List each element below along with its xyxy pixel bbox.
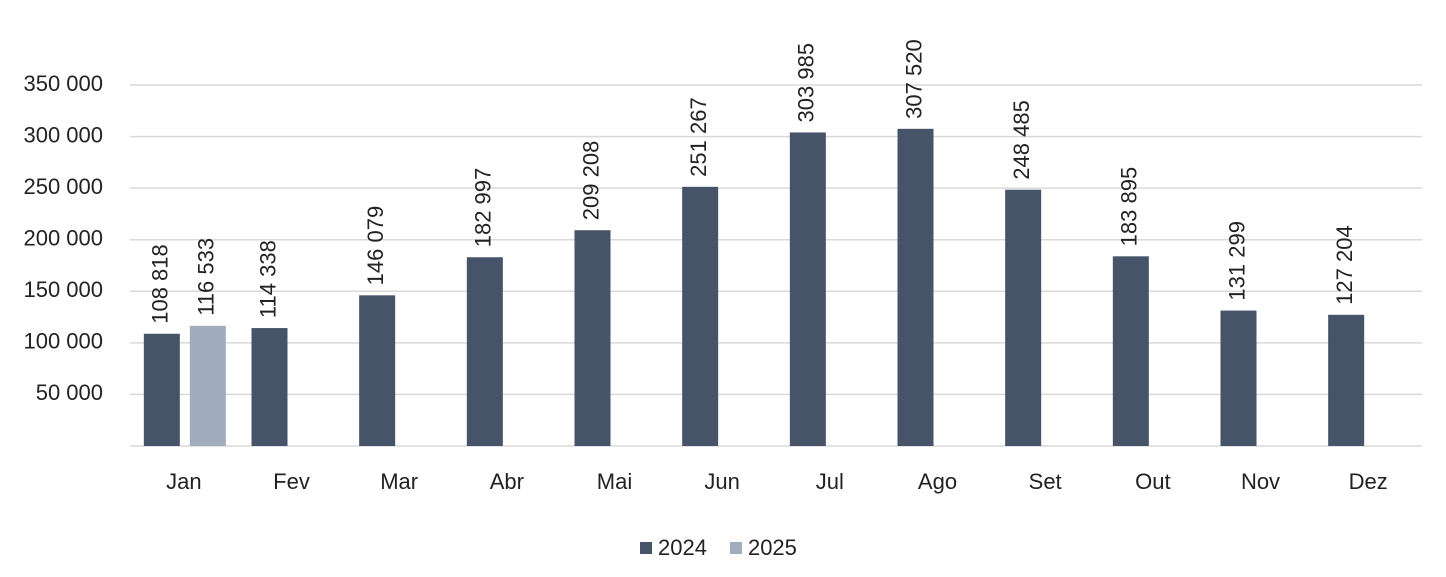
bar <box>1220 310 1257 446</box>
value-label: 108 818 <box>148 244 173 324</box>
value-label: 182 997 <box>471 168 496 248</box>
bar <box>143 333 180 446</box>
bar <box>682 186 719 446</box>
y-tick-label: 150 000 <box>23 277 103 302</box>
y-tick-label: 100 000 <box>23 329 103 354</box>
value-label: 209 208 <box>578 141 603 221</box>
value-label: 303 985 <box>794 43 819 123</box>
bar <box>189 325 226 446</box>
bar <box>466 257 503 446</box>
y-tick-label: 50 000 <box>36 380 103 405</box>
value-label: 251 267 <box>686 97 711 177</box>
legend-swatch <box>640 542 652 554</box>
bar <box>897 128 934 447</box>
value-label: 114 338 <box>255 240 280 318</box>
y-tick-label: 200 000 <box>23 226 103 251</box>
value-label: 183 895 <box>1117 167 1142 247</box>
bar <box>1005 189 1042 446</box>
bar <box>574 230 611 446</box>
legend-label: 2024 <box>658 535 707 560</box>
legend-label: 2025 <box>748 535 797 560</box>
x-tick-label: Ago <box>918 469 957 494</box>
x-tick-label: Jun <box>704 469 739 494</box>
x-tick-label: Dez <box>1349 469 1388 494</box>
x-tick-label: Fev <box>273 469 310 494</box>
value-label: 248 485 <box>1009 100 1034 180</box>
x-tick-label: Jan <box>166 469 201 494</box>
x-tick-label: Abr <box>490 469 524 494</box>
x-tick-label: Jul <box>816 469 844 494</box>
value-label: 131 299 <box>1224 221 1249 301</box>
legend-swatch <box>729 542 742 554</box>
value-label: 307 520 <box>901 39 926 119</box>
x-tick-label: Out <box>1135 469 1170 494</box>
bar <box>789 132 826 446</box>
x-tick-label: Nov <box>1241 469 1280 494</box>
bar <box>251 328 288 446</box>
y-tick-label: 350 000 <box>23 71 103 96</box>
value-label: 146 079 <box>363 206 388 286</box>
y-tick-label: 250 000 <box>23 174 103 199</box>
value-label: 116 533 <box>194 238 219 316</box>
x-tick-label: Set <box>1029 469 1062 494</box>
y-tick-label: 300 000 <box>23 122 103 147</box>
x-tick-label: Mai <box>597 469 632 494</box>
bar <box>359 295 396 446</box>
bar <box>1328 314 1365 446</box>
value-label: 127 204 <box>1332 225 1357 305</box>
bar <box>1112 256 1149 446</box>
x-tick-label: Mar <box>380 469 418 494</box>
